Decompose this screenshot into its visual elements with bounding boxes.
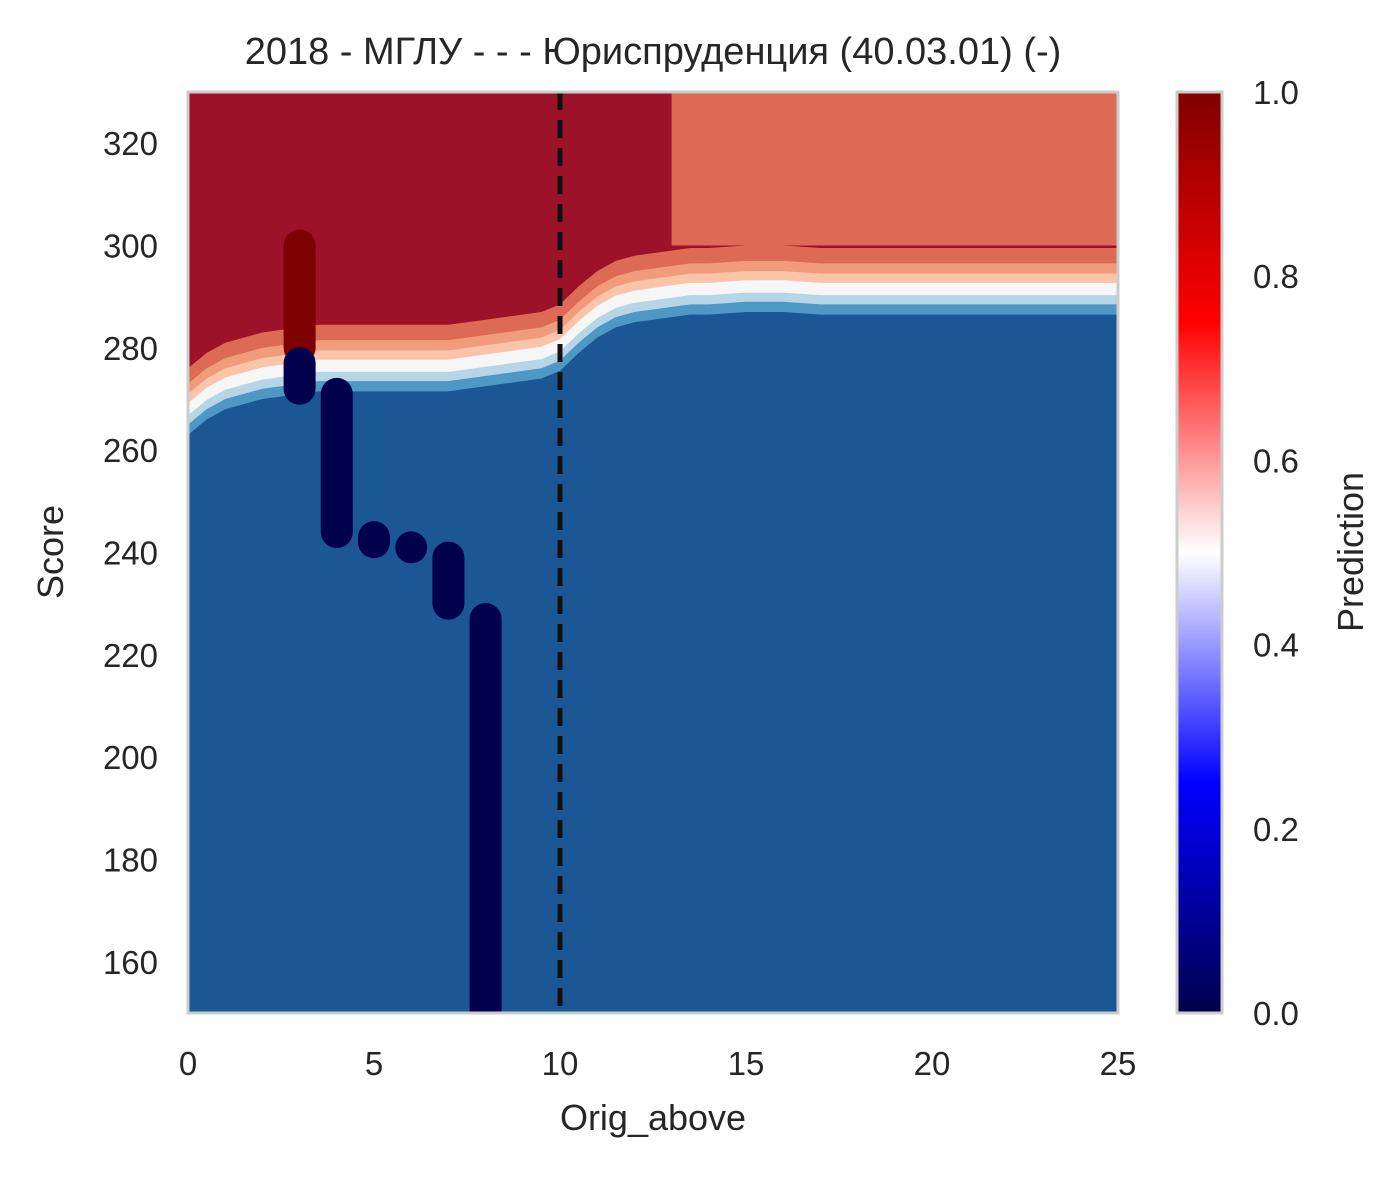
contour-band-0.1 bbox=[188, 312, 1118, 1013]
x-tick-label: 0 bbox=[179, 1045, 197, 1082]
x-tick-label: 10 bbox=[542, 1045, 579, 1082]
colorbar-label: Prediction bbox=[1330, 472, 1371, 632]
y-tick-label: 220 bbox=[103, 637, 158, 674]
colorbar bbox=[1175, 90, 1224, 1015]
colorbar-tick-label: 1.0 bbox=[1253, 74, 1299, 111]
x-tick-label: 20 bbox=[914, 1045, 951, 1082]
colorbar-tick-label: 0.0 bbox=[1253, 995, 1299, 1032]
y-tick-label: 320 bbox=[103, 125, 158, 162]
colorbar-tick-label: 0.4 bbox=[1253, 627, 1299, 664]
plot-frame bbox=[186, 90, 1120, 1015]
x-tick-label: 15 bbox=[728, 1045, 765, 1082]
data-points bbox=[283, 229, 502, 1013]
x-axis-ticks: 0 5 10 15 20 25 bbox=[179, 1045, 1137, 1082]
x-tick-label: 5 bbox=[365, 1045, 383, 1082]
y-tick-label: 280 bbox=[103, 330, 158, 367]
x-tick-label: 25 bbox=[1100, 1045, 1137, 1082]
y-axis-ticks: 160 180 200 220 240 260 280 300 320 bbox=[103, 125, 158, 981]
chart-title: 2018 - МГЛУ - - - Юриспруденция (40.03.0… bbox=[245, 31, 1062, 73]
y-tick-label: 240 bbox=[103, 535, 158, 572]
plot-area bbox=[188, 92, 1118, 1013]
y-tick-label: 180 bbox=[103, 842, 158, 879]
colorbar-ticks: 0.0 0.2 0.4 0.6 0.8 1.0 bbox=[1253, 74, 1299, 1032]
y-tick-label: 300 bbox=[103, 228, 158, 265]
colorbar-tick-label: 0.2 bbox=[1253, 811, 1299, 848]
y-tick-label: 160 bbox=[103, 944, 158, 981]
y-tick-label: 260 bbox=[103, 432, 158, 469]
x-axis-label: Orig_above bbox=[560, 1097, 746, 1138]
y-axis-label: Score bbox=[30, 505, 71, 599]
colorbar-tick-label: 0.8 bbox=[1253, 258, 1299, 295]
colorbar-tick-label: 0.6 bbox=[1253, 442, 1299, 479]
region-top-right bbox=[671, 92, 1118, 246]
y-tick-label: 200 bbox=[103, 739, 158, 776]
